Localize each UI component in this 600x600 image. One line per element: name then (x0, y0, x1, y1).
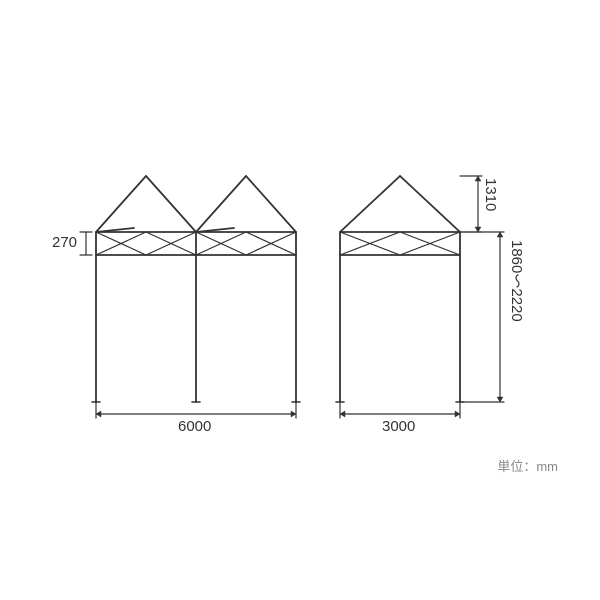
dim-width-side: 3000 (382, 418, 415, 435)
dim-eave-height: 1860～2220 (506, 240, 527, 322)
unit-label: 単位：mm (497, 456, 558, 475)
dim-width-front: 6000 (178, 418, 211, 435)
dim-truss-height: 270 (52, 234, 77, 251)
dim-peak-offset: 1310 (482, 178, 499, 211)
diagram-canvas: 270 6000 3000 1310 1860～2220 単位：mm (0, 0, 600, 600)
